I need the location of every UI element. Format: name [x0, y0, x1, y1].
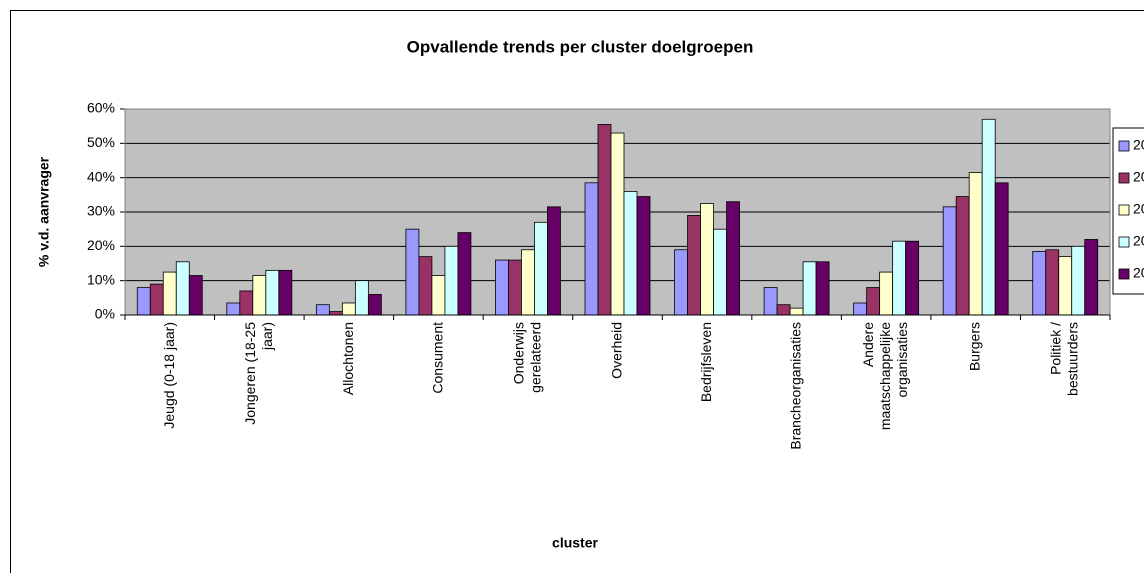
y-tick-label: 0% [95, 306, 115, 322]
bar [955, 196, 970, 316]
bar [597, 124, 612, 316]
bar [367, 293, 382, 316]
legend-label: 2005 [1133, 169, 1144, 185]
x-tick-label: Allochtonen [340, 322, 356, 395]
bar [1045, 249, 1060, 316]
x-tick-label: Burgers [966, 322, 982, 371]
bar [981, 118, 996, 316]
bar [866, 287, 881, 316]
bar [431, 275, 446, 316]
bar [265, 269, 280, 316]
bar [252, 275, 267, 316]
bar [1058, 256, 1073, 316]
bar [763, 287, 778, 316]
bar [226, 302, 241, 316]
y-tick-label: 40% [87, 168, 115, 184]
bar [610, 132, 625, 316]
legend-label: 2008 [1133, 265, 1144, 281]
bar [405, 228, 420, 316]
bar [354, 280, 369, 316]
bar [968, 172, 983, 316]
bar [623, 190, 638, 316]
bar [508, 259, 522, 316]
bar [188, 275, 203, 316]
bar [444, 245, 459, 316]
bar [713, 228, 727, 316]
bar [315, 304, 330, 316]
y-tick-label: 50% [87, 134, 115, 150]
bar [457, 232, 472, 316]
x-axis-label: cluster [552, 535, 598, 551]
bar [674, 249, 688, 316]
legend-swatch [1118, 140, 1130, 152]
x-tick-label: Jongeren (18-25jaar) [242, 322, 275, 425]
bar [892, 240, 907, 316]
y-tick-label: 60% [87, 100, 115, 116]
bar [853, 302, 868, 316]
bar [1071, 245, 1086, 316]
bar [547, 206, 561, 316]
x-tick-label: Consument [429, 322, 445, 394]
bar [815, 261, 830, 316]
legend-label: 2004 [1133, 137, 1144, 153]
y-tick-label: 30% [87, 203, 115, 219]
bar [149, 283, 164, 316]
bar [687, 215, 701, 316]
legend-swatch [1118, 172, 1130, 184]
x-tick-label: Onderwijsgerelateerd [510, 322, 543, 393]
bar [1084, 239, 1099, 316]
x-tick-label: Brancheorganisaties [787, 322, 803, 450]
bar [278, 269, 293, 316]
bar [521, 249, 535, 316]
bar [239, 290, 254, 316]
legend-swatch [1118, 236, 1130, 248]
bar [175, 261, 190, 316]
y-tick-label: 10% [87, 271, 115, 287]
x-tick-label: Bedrijfsleven [698, 322, 714, 402]
legend-swatch [1118, 204, 1130, 216]
x-tick-label: Politiek /bestuurders [1047, 322, 1080, 396]
bar [341, 302, 356, 316]
bar [136, 287, 151, 316]
bar [495, 259, 509, 316]
bar [905, 240, 920, 316]
legend-label: 2007 [1133, 233, 1144, 249]
bar [942, 206, 957, 316]
chart-title: Opvallende trends per cluster doelgroepe… [407, 37, 754, 56]
x-tick-label: Overheid [608, 322, 624, 379]
legend-label: 2006 [1133, 201, 1144, 217]
legend-swatch [1118, 268, 1130, 280]
y-axis-label: % v.d. aanvrager [36, 156, 52, 267]
bar [534, 221, 548, 316]
bar [162, 271, 177, 316]
y-tick-label: 20% [87, 237, 115, 253]
bar [700, 203, 714, 316]
bar [994, 182, 1009, 316]
bar [802, 261, 817, 316]
bar [328, 311, 343, 316]
bar [1032, 251, 1047, 316]
bar [636, 196, 651, 316]
bar [879, 271, 894, 316]
bar [776, 304, 791, 316]
bar [418, 256, 433, 316]
bar [789, 307, 804, 316]
x-tick-label: Anderemaatschappelijkeorganisaties [860, 322, 910, 430]
x-tick-label: Jeugd (0-18 jaar) [160, 322, 176, 429]
bar [726, 201, 740, 316]
bar [584, 182, 599, 316]
